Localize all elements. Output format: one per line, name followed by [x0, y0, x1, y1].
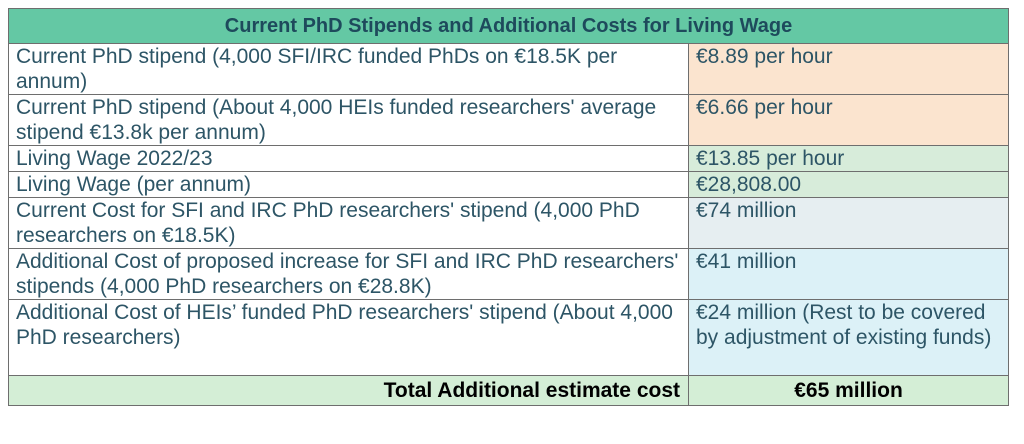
- table-row: Current PhD stipend (4,000 SFI/IRC funde…: [8, 43, 1010, 95]
- table-row: Living Wage 2022/23 €13.85 per hour: [8, 145, 1010, 172]
- table-row: Living Wage (per annum) €28,808.00: [8, 171, 1010, 198]
- table-row: Current PhD stipend (About 4,000 HEIs fu…: [8, 94, 1010, 146]
- total-label: Total Additional estimate cost: [8, 375, 689, 406]
- row-label: Current Cost for SFI and IRC PhD researc…: [8, 197, 689, 249]
- row-value: €41 million: [687, 248, 1010, 300]
- row-label: Current PhD stipend (4,000 SFI/IRC funde…: [8, 43, 689, 95]
- total-value: €65 million: [687, 375, 1010, 406]
- row-label: Additional Cost of proposed increase for…: [8, 248, 689, 300]
- table-row: Additional Cost of proposed increase for…: [8, 248, 1010, 300]
- row-label: Living Wage 2022/23: [8, 145, 689, 172]
- row-label: Additional Cost of HEIs’ funded PhD rese…: [8, 299, 689, 376]
- row-label: Current PhD stipend (About 4,000 HEIs fu…: [8, 94, 689, 146]
- row-value: €24 million (Rest to be covered by adjus…: [687, 299, 1010, 376]
- row-value: €6.66 per hour: [687, 94, 1010, 146]
- row-label: Living Wage (per annum): [8, 171, 689, 198]
- total-row: Total Additional estimate cost €65 milli…: [8, 375, 1010, 406]
- table-row: Current Cost for SFI and IRC PhD researc…: [8, 197, 1010, 249]
- row-value: €13.85 per hour: [687, 145, 1010, 172]
- row-value: €74 million: [687, 197, 1010, 249]
- table-row: Additional Cost of HEIs’ funded PhD rese…: [8, 299, 1010, 376]
- row-value: €28,808.00: [687, 171, 1010, 198]
- table-title: Current PhD Stipends and Additional Cost…: [7, 8, 1010, 44]
- row-value: €8.89 per hour: [687, 43, 1010, 95]
- stipends-table: Current PhD Stipends and Additional Cost…: [7, 8, 1010, 406]
